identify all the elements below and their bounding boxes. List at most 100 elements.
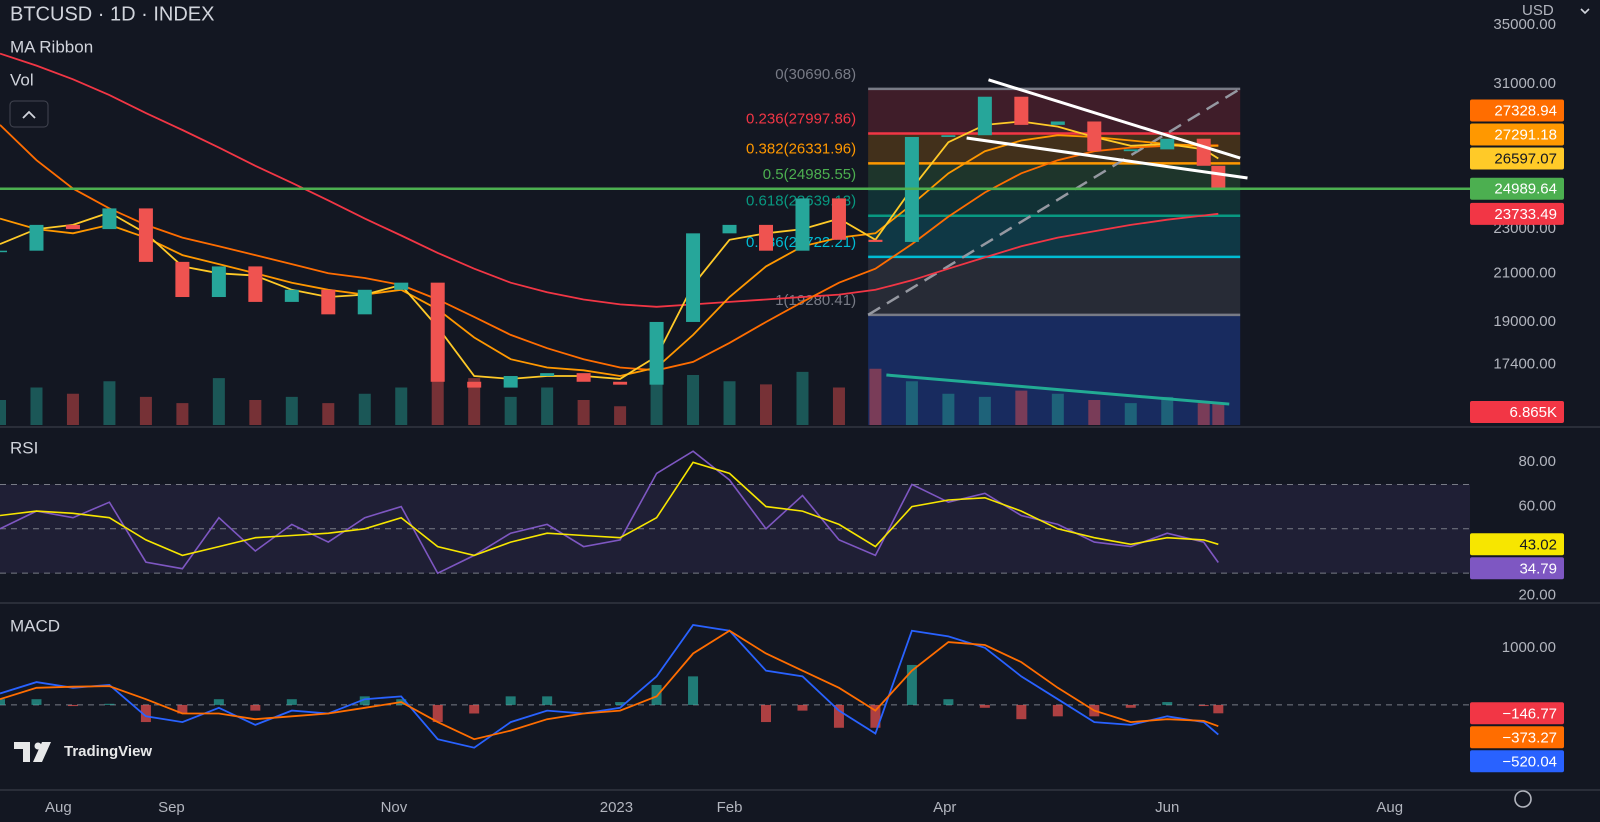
collapse-button[interactable] — [9, 100, 49, 128]
volume-bar — [650, 381, 663, 425]
candle — [722, 224, 737, 234]
indicator-name[interactable]: RSI — [10, 438, 38, 457]
value-tag — [1470, 401, 1564, 423]
value-tag — [1470, 533, 1564, 556]
macd-histogram-bar — [943, 699, 954, 705]
macd-histogram-bar — [979, 704, 990, 708]
macd-histogram-bar — [31, 699, 42, 705]
y-tick-label: 21000.00 — [1493, 264, 1556, 281]
value-tag-label: 34.79 — [1519, 560, 1557, 577]
value-tag — [1470, 702, 1564, 725]
indicator-name[interactable]: MACD — [10, 616, 60, 635]
macd-histogram-bar — [286, 699, 297, 705]
watermark: TradingView — [14, 742, 152, 762]
candle — [795, 198, 810, 251]
volume-bar — [176, 403, 189, 425]
volume-bar — [869, 368, 882, 425]
macd-histogram-bar — [67, 704, 78, 707]
macd-histogram-bar — [432, 704, 443, 723]
volume-bar — [942, 393, 955, 425]
date-range-box — [868, 314, 1241, 425]
macd-pane — [0, 624, 1470, 749]
volume-bar — [504, 396, 517, 425]
macd-histogram-bar — [140, 704, 151, 723]
settings-icon[interactable] — [1514, 790, 1532, 808]
value-tag — [1470, 99, 1564, 122]
macd-histogram-bar — [906, 664, 917, 705]
candle — [540, 373, 555, 377]
value-tag-label: 6.865K — [1509, 404, 1557, 421]
x-tick-label: 2023 — [600, 799, 633, 816]
volume-bar — [723, 381, 736, 425]
indicator-name[interactable]: MA Ribbon — [10, 37, 93, 56]
currency-chevron[interactable] — [1580, 8, 1590, 15]
macd-histogram-bar — [833, 704, 844, 728]
rsi-ma-line — [0, 461, 1219, 557]
macd-histogram-bar — [688, 676, 699, 705]
watermark-logo — [34, 742, 42, 750]
rsi-line — [0, 450, 1219, 575]
volume-bar — [978, 396, 991, 425]
watermark-logo — [14, 742, 51, 762]
macd-histogram-bar — [213, 699, 224, 705]
macd-histogram-bar — [0, 699, 5, 705]
macd-histogram-bar — [761, 704, 772, 723]
fib-band — [868, 256, 1241, 315]
ma-line — [0, 120, 1219, 380]
fib-level-label: 0.382(26331.96) — [746, 140, 856, 157]
collapse-icon[interactable] — [22, 110, 36, 119]
value-tag — [1470, 147, 1564, 170]
macd-histogram-bar — [797, 704, 808, 711]
fib-band — [868, 188, 1241, 216]
value-tag — [1470, 177, 1564, 200]
candle — [0, 250, 7, 253]
candle — [831, 198, 846, 240]
volume-bar — [285, 396, 298, 425]
value-tag-label: 27291.18 — [1494, 126, 1557, 143]
rsi-pane — [0, 450, 1470, 575]
x-tick-label: Feb — [717, 799, 743, 816]
volume-bar — [249, 400, 262, 425]
y-tick-label: 60.00 — [1518, 498, 1556, 515]
volume-bar — [1124, 403, 1137, 425]
value-tag-label: −373.27 — [1502, 729, 1557, 746]
candle — [467, 381, 482, 388]
x-tick-label: Jun — [1155, 799, 1179, 816]
macd-histogram-bar — [1198, 704, 1209, 707]
macd-histogram-bar — [1125, 704, 1136, 708]
candle — [211, 266, 226, 298]
volume-bar — [796, 371, 809, 425]
candle — [1014, 96, 1029, 125]
macd-histogram-bar — [359, 696, 370, 705]
candle — [1196, 138, 1211, 166]
value-tag-label: 43.02 — [1519, 536, 1557, 553]
x-tick-label: Nov — [381, 799, 408, 816]
y-tick-label: 35000.00 — [1493, 16, 1556, 33]
candle — [977, 96, 992, 136]
candle — [29, 224, 44, 251]
y-tick-label: 19000.00 — [1493, 313, 1556, 330]
volume-bar — [431, 378, 444, 425]
candle — [613, 381, 628, 385]
y-tick-label: 17400.00 — [1493, 356, 1556, 373]
currency-selector[interactable]: USD — [1522, 2, 1554, 19]
x-tick-label: Aug — [45, 799, 72, 816]
candle — [357, 289, 372, 315]
volume-bar — [30, 387, 43, 425]
macd-histogram-bar — [1016, 704, 1027, 720]
candle — [1160, 138, 1175, 150]
value-tag-label: −146.77 — [1502, 705, 1557, 722]
volume-bar — [832, 387, 845, 425]
macd-line — [0, 624, 1219, 749]
value-tag — [1470, 750, 1564, 773]
volume-bar — [614, 406, 627, 425]
fib-level-label: 0.236(27997.86) — [746, 110, 856, 127]
trendline — [988, 78, 1241, 160]
y-tick-label: 31000.00 — [1493, 75, 1556, 92]
x-tick-label: Apr — [933, 799, 956, 816]
value-tag-label: 23733.49 — [1494, 206, 1557, 223]
x-tick-label: Sep — [158, 799, 185, 816]
indicator-name[interactable]: Vol — [10, 70, 34, 89]
macd-histogram-bar — [651, 684, 662, 705]
